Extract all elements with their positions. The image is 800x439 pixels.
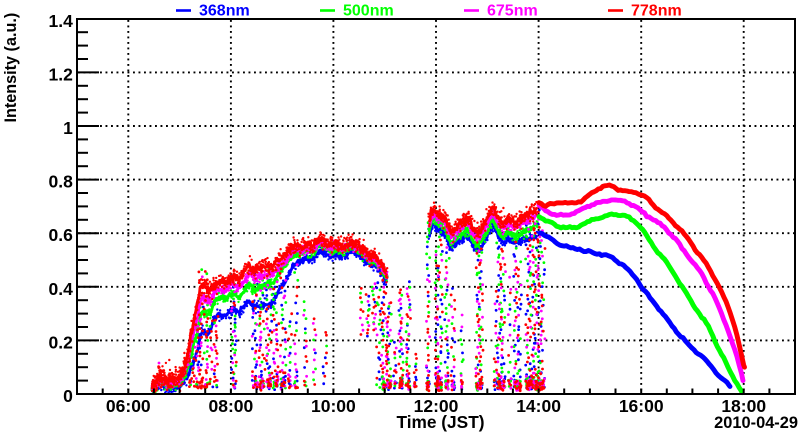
svg-text:0.6: 0.6 — [48, 225, 73, 245]
svg-text:0.4: 0.4 — [48, 279, 73, 299]
svg-text:2010-04-29: 2010-04-29 — [714, 414, 798, 432]
svg-text:1: 1 — [63, 118, 73, 138]
svg-text:1.4: 1.4 — [48, 11, 73, 31]
svg-text:06:00: 06:00 — [106, 396, 151, 416]
svg-text:Time (JST): Time (JST) — [396, 412, 484, 432]
svg-text:675nm: 675nm — [487, 3, 538, 20]
svg-text:10:00: 10:00 — [311, 396, 356, 416]
svg-text:14:00: 14:00 — [516, 396, 561, 416]
svg-text:16:00: 16:00 — [619, 396, 664, 416]
svg-text:1.2: 1.2 — [48, 64, 73, 84]
svg-text:0.8: 0.8 — [48, 172, 73, 192]
svg-text:Intensity (a.u.): Intensity (a.u.) — [2, 13, 20, 123]
svg-text:500nm: 500nm — [343, 3, 394, 20]
svg-text:368nm: 368nm — [199, 3, 250, 20]
svg-text:08:00: 08:00 — [209, 396, 254, 416]
svg-text:0.2: 0.2 — [48, 332, 73, 352]
svg-text:12:00: 12:00 — [414, 396, 459, 416]
svg-text:0: 0 — [63, 386, 73, 406]
svg-text:778nm: 778nm — [631, 3, 682, 20]
svg-text:18:00: 18:00 — [721, 396, 766, 416]
